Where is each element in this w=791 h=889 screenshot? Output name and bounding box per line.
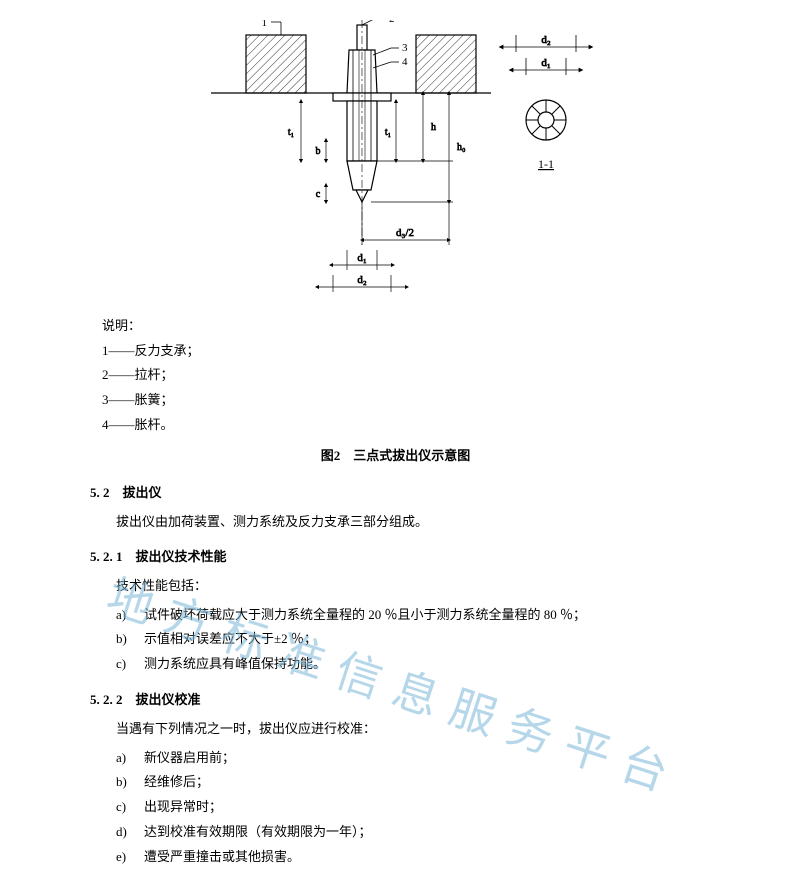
para-5-2: 拔出仪由加荷装置、测力系统及反力支承三部分组成。 (90, 511, 701, 533)
list-item: c)测力系统应具有峰值保持功能。 (116, 652, 701, 677)
legend-item: 1——反力支承； (102, 339, 701, 364)
callout-4: 4 (402, 56, 408, 68)
list-item: b)经维修后； (116, 770, 701, 795)
dim-d2-bottom: d₂ (357, 274, 367, 286)
heading-title: 拔出仪 (123, 485, 162, 500)
list-item: a)试件破坏荷载应大于测力系统全量程的 20 ％且小于测力系统全量程的 80 ％… (116, 603, 701, 628)
dim-d1-top: d₁ (541, 57, 551, 69)
list-text: 测力系统应具有峰值保持功能。 (144, 652, 326, 677)
list-text: 遭受严重撞击或其他损害。 (144, 845, 300, 870)
list-mark: a) (116, 746, 144, 771)
callout-2: 2 (389, 20, 395, 25)
dim-d2-top: d₂ (541, 34, 551, 46)
para-5-2-2-intro: 当遇有下列情况之一时，拔出仪应进行校准： (90, 718, 701, 740)
figure-svg: 1 2 3 4 t₁ b c t₁ h (181, 20, 611, 300)
dim-t1-left: t₁ (287, 127, 293, 138)
list-text: 达到校准有效期限（有效期限为一年）； (144, 820, 372, 845)
list-text: 示值相对误差应不大于±2 ％； (144, 627, 317, 652)
list-mark: b) (116, 627, 144, 652)
list-item: b)示值相对误差应不大于±2 ％； (116, 627, 701, 652)
list-item: a)新仪器启用前； (116, 746, 701, 771)
heading-5-2: 5. 2 拔出仪 (90, 482, 701, 501)
dim-h0: h₀ (457, 142, 466, 153)
callout-1: 1 (261, 20, 267, 29)
legend-item: 4——胀杆。 (102, 413, 701, 438)
dim-h: h (431, 122, 436, 133)
list-text: 出现异常时； (144, 795, 222, 820)
section-view (526, 100, 566, 140)
heading-5-2-2: 5. 2. 2 拔出仪校准 (90, 689, 701, 708)
list-item: e)遭受严重撞击或其他损害。 (116, 845, 701, 870)
list-mark: e) (116, 845, 144, 870)
dim-t1-right: t₁ (384, 127, 390, 138)
legend-title: 说明： (102, 314, 701, 339)
figure-caption: 图2 三点式拔出仪示意图 (90, 445, 701, 464)
heading-num: 5. 2. 1 (90, 549, 123, 564)
list-mark: c) (116, 652, 144, 677)
list-item: d)达到校准有效期限（有效期限为一年）； (116, 820, 701, 845)
legend-item: 3——胀簧； (102, 388, 701, 413)
list-mark: b) (116, 770, 144, 795)
para-5-2-1-intro: 技术性能包括： (90, 575, 701, 597)
list-5-2-1: a)试件破坏荷载应大于测力系统全量程的 20 ％且小于测力系统全量程的 80 ％… (116, 603, 701, 677)
heading-num: 5. 2 (90, 485, 110, 500)
callout-3: 3 (402, 42, 408, 54)
list-mark: d) (116, 820, 144, 845)
heading-num: 5. 2. 2 (90, 692, 123, 707)
list-5-2-2: a)新仪器启用前； b)经维修后； c)出现异常时； d)达到校准有效期限（有效… (116, 746, 701, 869)
list-mark: a) (116, 603, 144, 628)
dim-d3half: d₃/2 (396, 227, 414, 239)
figure-area: 1 2 3 4 t₁ b c t₁ h (90, 20, 701, 304)
heading-title: 拔出仪技术性能 (136, 549, 227, 564)
list-mark: c) (116, 795, 144, 820)
legend-item: 2——拉杆； (102, 363, 701, 388)
dim-d1-bottom: d₁ (357, 252, 367, 264)
list-text: 试件破坏荷载应大于测力系统全量程的 20 ％且小于测力系统全量程的 80 ％； (144, 603, 586, 628)
section-label: 1-1 (538, 157, 554, 171)
dim-b: b (315, 146, 320, 157)
legend-block: 说明： 1——反力支承； 2——拉杆； 3——胀簧； 4——胀杆。 (102, 314, 701, 437)
list-text: 经维修后； (144, 770, 209, 795)
list-text: 新仪器启用前； (144, 746, 235, 771)
heading-title: 拔出仪校准 (136, 692, 201, 707)
heading-5-2-1: 5. 2. 1 拔出仪技术性能 (90, 546, 701, 565)
dim-c: c (315, 189, 320, 200)
list-item: c)出现异常时； (116, 795, 701, 820)
